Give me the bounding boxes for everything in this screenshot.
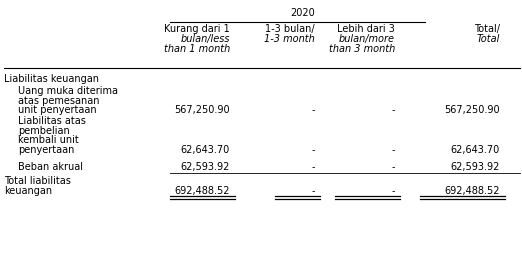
Text: -: -	[312, 145, 315, 155]
Text: unit penyertaan: unit penyertaan	[18, 105, 97, 115]
Text: Total liabilitas: Total liabilitas	[4, 176, 71, 186]
Text: Liabilitas atas: Liabilitas atas	[18, 116, 86, 126]
Text: than 3 month: than 3 month	[329, 44, 395, 54]
Text: kembali unit: kembali unit	[18, 136, 79, 145]
Text: Total/: Total/	[474, 24, 500, 34]
Text: 567,250.90: 567,250.90	[174, 105, 230, 115]
Text: -: -	[392, 162, 395, 172]
Text: Beban akrual: Beban akrual	[18, 162, 83, 172]
Text: Kurang dari 1: Kurang dari 1	[164, 24, 230, 34]
Text: -: -	[392, 105, 395, 115]
Text: penyertaan: penyertaan	[18, 145, 74, 155]
Text: bulan/less: bulan/less	[181, 34, 230, 44]
Text: 1-3 month: 1-3 month	[264, 34, 315, 44]
Text: 692,488.52: 692,488.52	[445, 186, 500, 196]
Text: Lebih dari 3: Lebih dari 3	[337, 24, 395, 34]
Text: 692,488.52: 692,488.52	[174, 186, 230, 196]
Text: pembelian: pembelian	[18, 126, 70, 136]
Text: -: -	[312, 105, 315, 115]
Text: Uang muka diterima: Uang muka diterima	[18, 86, 118, 96]
Text: 62,643.70: 62,643.70	[181, 145, 230, 155]
Text: 1-3 bulan/: 1-3 bulan/	[265, 24, 315, 34]
Text: bulan/more: bulan/more	[339, 34, 395, 44]
Text: 62,643.70: 62,643.70	[451, 145, 500, 155]
Text: -: -	[392, 145, 395, 155]
Text: 62,593.92: 62,593.92	[181, 162, 230, 172]
Text: -: -	[312, 186, 315, 196]
Text: keuangan: keuangan	[4, 186, 52, 196]
Text: 62,593.92: 62,593.92	[450, 162, 500, 172]
Text: atas pemesanan: atas pemesanan	[18, 95, 100, 105]
Text: Total: Total	[477, 34, 500, 44]
Text: 567,250.90: 567,250.90	[444, 105, 500, 115]
Text: -: -	[392, 186, 395, 196]
Text: 2020: 2020	[290, 8, 315, 18]
Text: Liabilitas keuangan: Liabilitas keuangan	[4, 74, 99, 84]
Text: than 1 month: than 1 month	[164, 44, 230, 54]
Text: -: -	[312, 162, 315, 172]
